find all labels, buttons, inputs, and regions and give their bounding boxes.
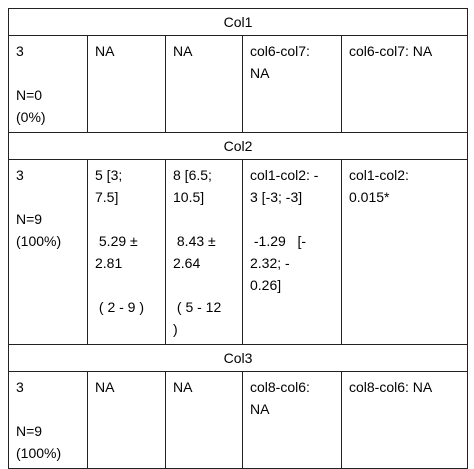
cell-text: (100%) <box>16 445 62 461</box>
paragraph: 8 [6.5; 10.5] <box>173 164 235 208</box>
data-row: 3 N=9 (100%) NA NA col8-col6: NA col8-col6: NA <box>8 371 469 469</box>
paragraph: 8.43 ± 2.64 <box>173 230 235 274</box>
cell-text: 8.43 ± <box>173 233 216 249</box>
paragraph: ( 5 - 12) <box>173 296 235 340</box>
cell-text: ( 5 - 12 <box>173 299 222 315</box>
cell: col8-col6: NA <box>242 371 342 469</box>
cell: 3 N=0 (0%) <box>8 35 88 133</box>
cell-text: col1-col2: <box>349 167 409 183</box>
cell-text: N=9 <box>16 211 43 227</box>
cell: NA <box>87 371 166 469</box>
paragraph: NA <box>173 376 235 398</box>
cell-text: 8 [6.5; <box>173 167 212 183</box>
data-row: 3 N=9 (100%) 5 [3; 7.5] 5.29 ± 2.81 ( 2 - 9 )… <box>8 159 469 345</box>
section-title: Col3 <box>7 344 469 372</box>
cell: 8 [6.5; 10.5] 8.43 ± 2.64 ( 5 - 12) <box>165 159 243 345</box>
cell: col8-col6: NA <box>340 371 469 469</box>
paragraph: col1-col2: - 3 [-3; -3] <box>250 164 334 208</box>
paragraph: ( 2 - 9 ) <box>95 296 158 318</box>
cell-text: col8-col6: <box>250 379 310 395</box>
cell-text: ) <box>173 321 178 337</box>
paragraph: 3 <box>16 376 80 398</box>
cell: NA <box>87 35 166 133</box>
cell: col6-col7: NA <box>242 35 342 133</box>
cell-text: NA <box>173 43 193 59</box>
cell-text: 0.26] <box>250 277 282 293</box>
paragraph: NA <box>95 376 158 398</box>
cell-text: NA <box>95 43 115 59</box>
section-header-row: Col3 <box>7 344 469 372</box>
cell: NA <box>165 371 243 469</box>
paragraph: col1-col2: 0.015* <box>349 164 460 208</box>
paragraph: -1.29 [- 2.32; - 0.26] <box>250 230 334 296</box>
cell-text: NA <box>250 65 270 81</box>
paragraph: 3 <box>16 40 80 62</box>
cell-text: 10.5] <box>173 189 205 205</box>
cell-text: col1-col2: - <box>250 167 319 183</box>
cell-text: N=0 <box>16 87 43 103</box>
section-title: Col2 <box>7 132 469 160</box>
cell-text: 3 <box>16 167 24 183</box>
cell-text: 5 [3; <box>95 167 123 183</box>
paragraph: col8-col6: NA <box>250 376 334 420</box>
data-row: 3 N=0 (0%) NA NA col6-col7: NA col6-col7: NA <box>8 35 469 133</box>
data-table: Col1 3 N=0 (0%) NA NA col6-col7: NA col6-col7: N… <box>7 8 469 469</box>
section-title: Col1 <box>7 8 469 36</box>
cell: 5 [3; 7.5] 5.29 ± 2.81 ( 2 - 9 ) <box>87 159 166 345</box>
cell-text: ( 2 - 9 ) <box>95 299 145 315</box>
paragraph: N=9 (100%) <box>16 208 80 252</box>
cell: 3 N=9 (100%) <box>8 159 88 345</box>
cell-text: 3 <box>16 43 24 59</box>
cell-text: 2.32; - <box>250 255 290 271</box>
cell-text: col6-col7: NA <box>349 43 433 59</box>
cell-text: 2.64 <box>173 255 201 271</box>
cell-text: N=9 <box>16 423 43 439</box>
cell: col1-col2: - 3 [-3; -3] -1.29 [- 2.32; - 0.… <box>242 159 342 345</box>
cell-text: 7.5] <box>95 189 119 205</box>
cell: NA <box>165 35 243 133</box>
cell-text: col8-col6: NA <box>349 379 433 395</box>
cell-text: (100%) <box>16 233 62 249</box>
cell-text: (0%) <box>16 109 46 125</box>
section-header-row: Col1 <box>7 8 469 36</box>
section-header-row: Col2 <box>7 132 469 160</box>
cell: col6-col7: NA <box>340 35 469 133</box>
paragraph: 3 <box>16 164 80 186</box>
cell-text: 5.29 ± <box>95 233 138 249</box>
paragraph: col8-col6: NA <box>349 376 460 398</box>
cell-text: NA <box>95 379 115 395</box>
paragraph: 5.29 ± 2.81 <box>95 230 158 274</box>
page: {"table": {"sections": [ {"title": "Col1… <box>7 8 469 469</box>
paragraph: 5 [3; 7.5] <box>95 164 158 208</box>
paragraph: col6-col7: NA <box>250 40 334 84</box>
cell-text: 0.015* <box>349 189 390 205</box>
cell-text: 2.81 <box>95 255 123 271</box>
cell: 3 N=9 (100%) <box>8 371 88 469</box>
cell-text: 3 <box>16 379 24 395</box>
cell-text: -1.29 [- <box>250 233 307 249</box>
paragraph: NA <box>95 40 158 62</box>
paragraph: N=9 (100%) <box>16 420 80 464</box>
cell-text: 3 [-3; -3] <box>250 189 303 205</box>
cell-text: NA <box>250 401 270 417</box>
cell: col1-col2: 0.015* <box>340 159 469 345</box>
paragraph: N=0 (0%) <box>16 84 80 128</box>
cell-text: NA <box>173 379 193 395</box>
paragraph: NA <box>173 40 235 62</box>
paragraph: col6-col7: NA <box>349 40 460 62</box>
cell-text: col6-col7: <box>250 43 310 59</box>
